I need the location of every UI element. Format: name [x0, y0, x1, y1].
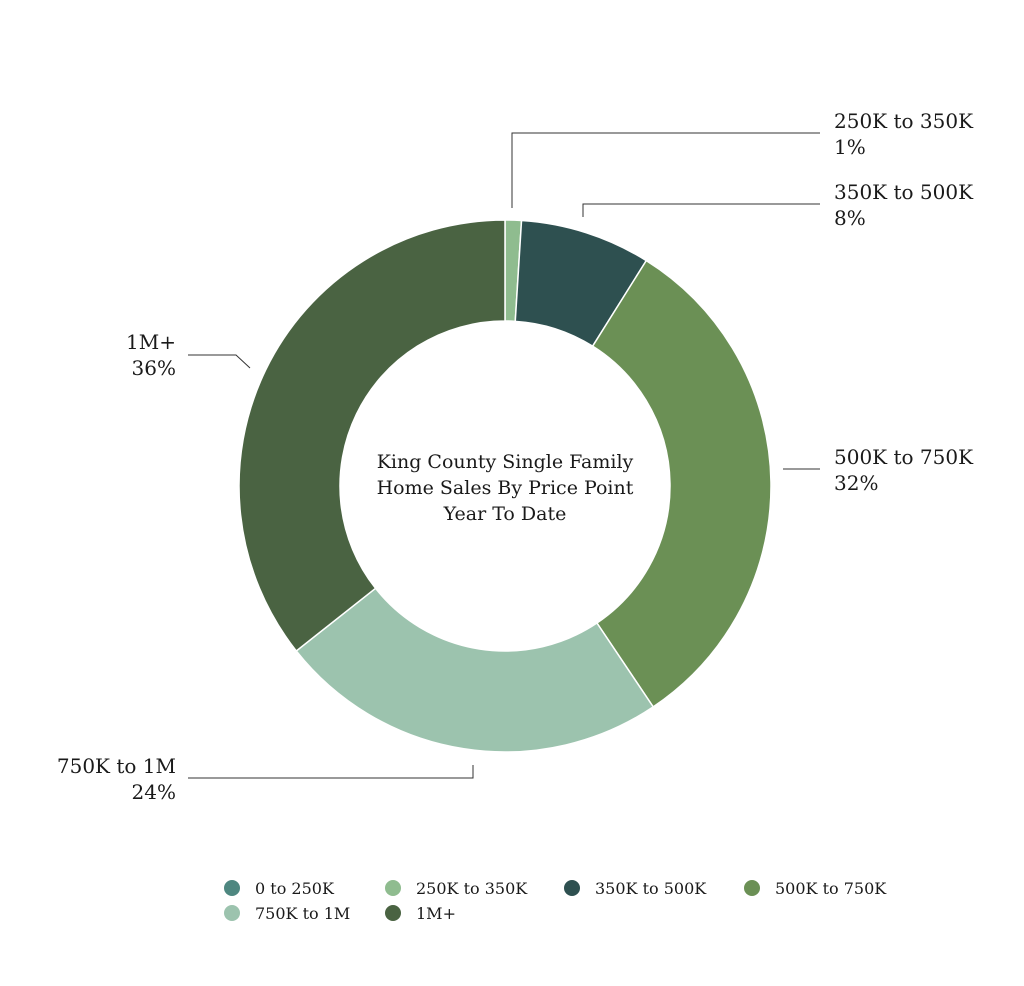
- legend-item-1m-plus: 1M+: [385, 904, 456, 923]
- callout-value: 1%: [834, 135, 866, 159]
- legend-swatch: [744, 880, 760, 896]
- callout-label: 1M+: [126, 330, 176, 354]
- callout-1m-plus: 1M+ 36%: [126, 330, 251, 380]
- callout-500k-to-750k: 500K to 750K 32%: [783, 445, 974, 495]
- leader-line: [188, 354, 251, 369]
- legend-label: 0 to 250K: [255, 879, 335, 898]
- legend-swatch: [224, 880, 240, 896]
- callout-value: 24%: [132, 780, 176, 804]
- callout-value: 32%: [834, 471, 878, 495]
- leader-line: [511, 132, 820, 208]
- slice-750k-to-1m: [295, 587, 655, 753]
- chart-title-line-2: Home Sales By Price Point: [377, 477, 634, 499]
- legend-label: 750K to 1M: [255, 904, 350, 923]
- legend: 0 to 250K 250K to 350K 350K to 500K 500K…: [224, 879, 887, 923]
- legend-label: 250K to 350K: [416, 879, 528, 898]
- callout-label: 350K to 500K: [834, 180, 974, 204]
- legend-item-750k-to-1m: 750K to 1M: [224, 904, 350, 923]
- slice-500k-to-750k: [591, 259, 772, 708]
- callout-value: 8%: [834, 206, 866, 230]
- legend-item-0-to-250k: 0 to 250K: [224, 879, 335, 898]
- legend-swatch: [224, 905, 240, 921]
- legend-item-500k-to-750k: 500K to 750K: [744, 879, 887, 898]
- legend-item-350k-to-500k: 350K to 500K: [564, 879, 707, 898]
- legend-label: 1M+: [416, 904, 456, 923]
- legend-swatch: [385, 905, 401, 921]
- legend-swatch: [385, 880, 401, 896]
- leader-line: [188, 765, 474, 779]
- chart-title: King County Single Family Home Sales By …: [377, 451, 634, 525]
- chart-title-line-1: King County Single Family: [377, 451, 634, 473]
- slice-1m-plus: [238, 219, 506, 652]
- legend-label: 500K to 750K: [775, 879, 887, 898]
- callout-value: 36%: [132, 356, 176, 380]
- legend-item-250k-to-350k: 250K to 350K: [385, 879, 528, 898]
- legend-label: 350K to 500K: [595, 879, 707, 898]
- leader-line: [582, 203, 820, 217]
- callout-label: 250K to 350K: [834, 109, 974, 133]
- callout-350k-to-500k: 350K to 500K 8%: [582, 180, 974, 230]
- callout-750k-to-1m: 750K to 1M 24%: [57, 754, 474, 804]
- donut-slices: [238, 219, 772, 753]
- chart-title-line-3: Year To Date: [443, 503, 567, 525]
- callout-label: 750K to 1M: [57, 754, 176, 778]
- callout-label: 500K to 750K: [834, 445, 974, 469]
- legend-swatch: [564, 880, 580, 896]
- callout-250k-to-350k: 250K to 350K 1%: [511, 109, 974, 208]
